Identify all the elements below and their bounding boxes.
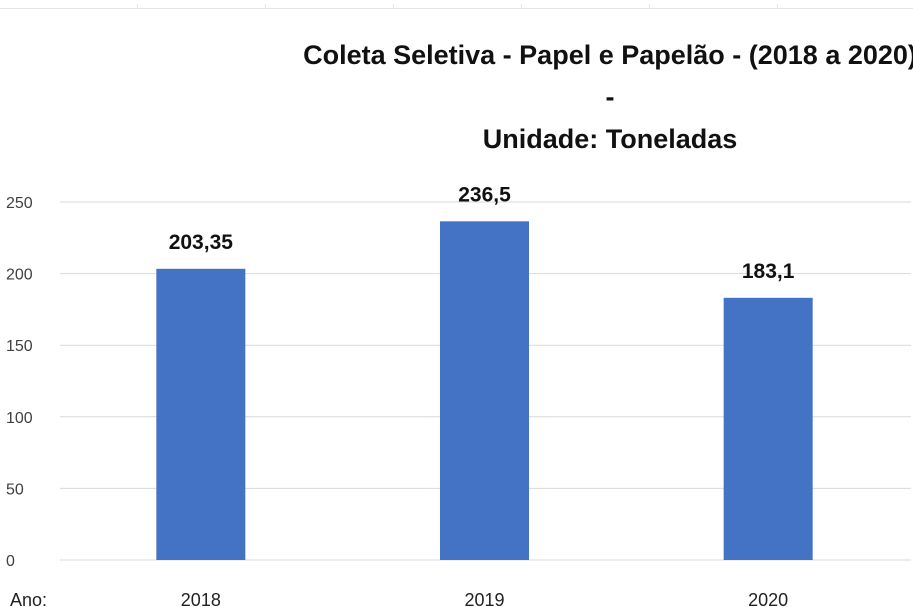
- bar-2019: [440, 221, 529, 560]
- y-tick-label: 0: [6, 553, 15, 570]
- top-border-tick: [777, 4, 778, 9]
- x-tick-label: 2020: [748, 590, 788, 607]
- bar-2018: [156, 268, 246, 560]
- top-border-tick: [265, 4, 266, 9]
- bar-2020: [723, 297, 813, 560]
- top-border-tick: [137, 4, 138, 9]
- top-border-tick: [521, 4, 522, 9]
- data-label: 203,35: [169, 231, 234, 254]
- top-border-tick: [649, 4, 650, 9]
- chart-subtitle: Unidade: Toneladas: [482, 124, 738, 154]
- y-axis-ticks: 0 50 100 150 200 250: [6, 195, 33, 570]
- y-tick-label: 150: [6, 338, 33, 355]
- bars: [156, 221, 813, 560]
- x-tick-label: 2019: [464, 590, 504, 607]
- data-labels: 203,35 236,5 183,1: [169, 183, 795, 282]
- chart-title: Coleta Seletiva - Papel e Papelão - (201…: [300, 34, 913, 160]
- y-tick-label: 200: [6, 267, 33, 284]
- top-border-tick: [393, 4, 394, 9]
- data-label: 236,5: [458, 183, 511, 206]
- data-label: 183,1: [742, 260, 795, 283]
- y-tick-label: 50: [6, 481, 24, 498]
- top-border: [0, 8, 913, 9]
- y-tick-label: 250: [6, 195, 33, 212]
- chart-title-line: Coleta Seletiva - Papel e Papelão - (201…: [303, 40, 913, 112]
- x-axis-ticks: 2018 2019 2020: [181, 590, 788, 607]
- y-tick-label: 100: [6, 410, 33, 427]
- x-axis-label: Ano:: [10, 590, 47, 607]
- x-tick-label: 2018: [181, 590, 221, 607]
